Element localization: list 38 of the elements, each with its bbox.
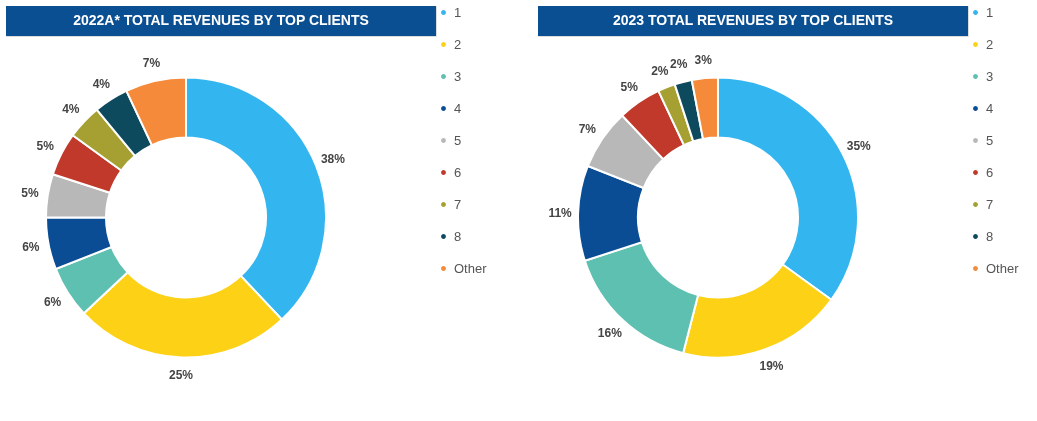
data-label: 11%: [548, 205, 573, 220]
legend-label: Other: [986, 260, 1020, 276]
legend-label: 5: [454, 132, 462, 148]
legend-label: 8: [986, 228, 994, 244]
legend-label: 8: [454, 228, 462, 244]
legend-label: 3: [454, 68, 462, 84]
legend-label: 2: [454, 36, 462, 52]
data-label: 2%: [651, 63, 669, 78]
legend-label: 7: [986, 196, 994, 212]
chart-title: 2022A* TOTAL REVENUES BY TOP CLIENTS: [73, 12, 369, 28]
legend-label: 6: [986, 164, 994, 180]
legend-label: 5: [986, 132, 994, 148]
data-label: 19%: [759, 359, 784, 374]
data-label: 7%: [142, 56, 161, 71]
legend-label: 1: [986, 4, 994, 20]
legend-label: 3: [986, 68, 994, 84]
legend-label: 6: [454, 164, 462, 180]
data-label: 25%: [169, 368, 194, 383]
legend-label: 2: [986, 36, 994, 52]
data-label: 3%: [694, 53, 713, 68]
data-label: 6%: [22, 240, 40, 255]
data-label: 38%: [320, 152, 346, 167]
legend-label: Other: [454, 260, 488, 276]
data-label: 35%: [846, 138, 872, 153]
data-label: 6%: [43, 295, 62, 310]
data-label: 2%: [670, 57, 688, 72]
data-label: 16%: [597, 325, 623, 340]
legend-label: 7: [454, 196, 462, 212]
data-label: 4%: [92, 77, 111, 92]
data-label: 5%: [21, 185, 39, 200]
chart-title: 2023 TOTAL REVENUES BY TOP CLIENTS: [612, 12, 894, 28]
legend-label: 4: [454, 100, 462, 116]
legend-label: 1: [454, 4, 462, 20]
data-label: 5%: [36, 138, 55, 153]
legend-label: 4: [986, 100, 994, 116]
data-label: 7%: [578, 121, 597, 136]
data-label: 4%: [62, 102, 80, 117]
data-label: 5%: [620, 79, 639, 94]
